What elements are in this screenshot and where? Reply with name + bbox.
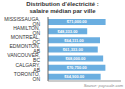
- html-text:salaire médian par ville: salaire médian par ville: [29, 8, 96, 14]
- svg-text:$68,000.00: $68,000.00: [66, 56, 87, 61]
- html-text:AB: AB: [33, 48, 40, 55]
- svg-text:$64,111.00: $64,111.00: [64, 38, 84, 43]
- html-text:ON: ON: [32, 30, 40, 36]
- svg-text:$64,900.00: $64,900.00: [64, 74, 85, 79]
- html-text:ON: ON: [32, 20, 40, 27]
- html-text:CALGARY,: CALGARY,: [15, 61, 40, 68]
- svg-text:$71,000.00: $71,000.00: [67, 19, 88, 24]
- svg-text:TORONTO,ON: TORONTO,ON: [14, 71, 41, 82]
- html-text:Distribution d’électricité :: Distribution d’électricité :: [26, 1, 99, 7]
- html-text:HAMILTON,: HAMILTON,: [13, 25, 40, 31]
- html-text:QC: QC: [32, 39, 40, 46]
- html-text:AB: AB: [33, 66, 40, 73]
- html-text:Source: payscale.com: Source: payscale.com: [83, 83, 123, 88]
- html-text:EDMONTON,: EDMONTON,: [9, 43, 40, 50]
- svg-text:$61,333.00: $61,333.00: [63, 47, 84, 52]
- html-text:BC: BC: [33, 57, 40, 64]
- html-text:MONTREAL,: MONTREAL,: [10, 34, 40, 41]
- svg-text:$70,750.00: $70,750.00: [67, 65, 88, 70]
- svg-text:$48,333.00: $48,333.00: [58, 29, 79, 34]
